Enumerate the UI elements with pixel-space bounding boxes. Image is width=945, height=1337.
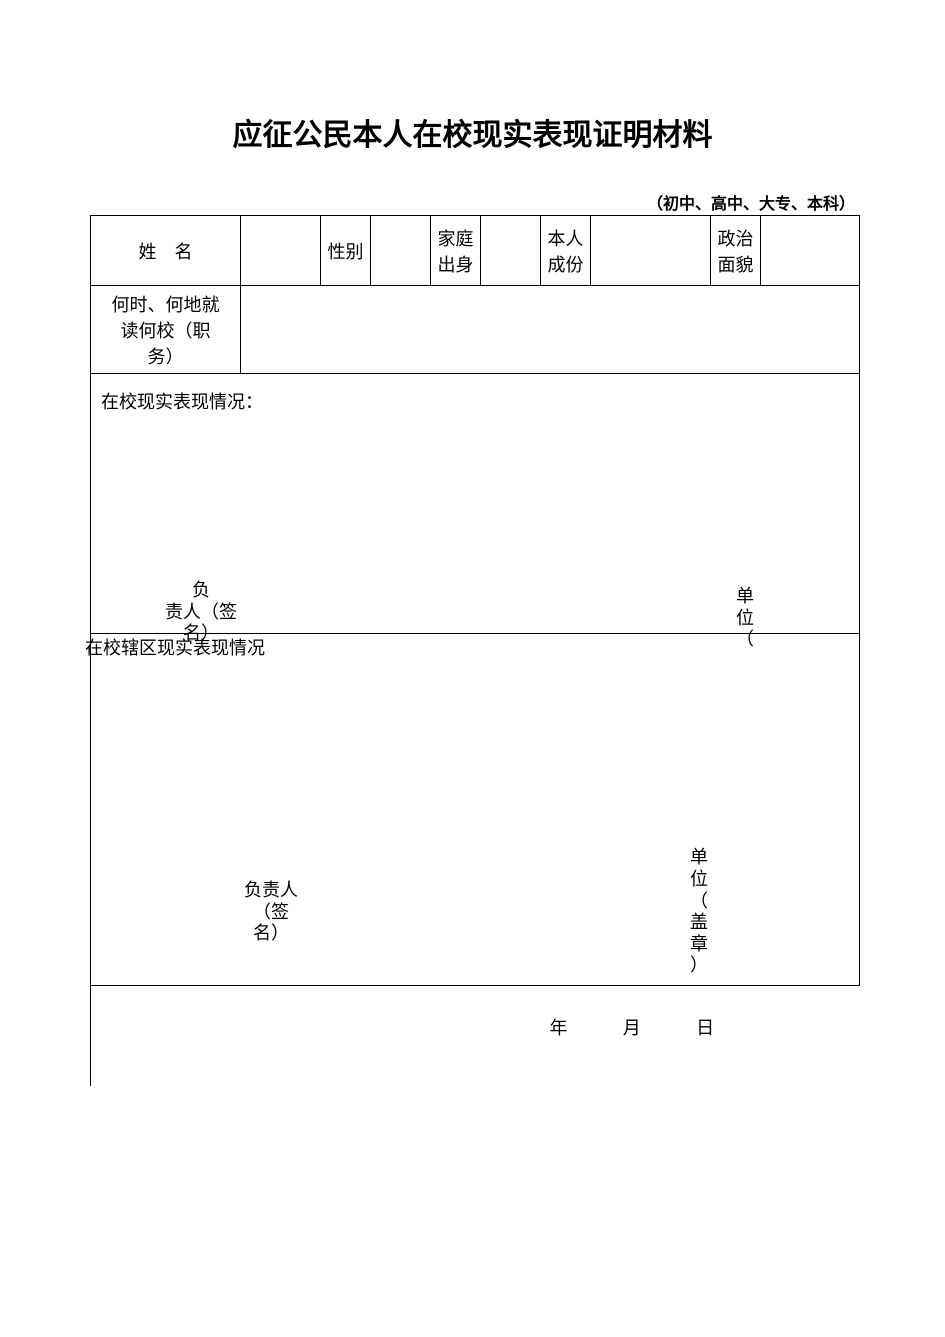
- personal-status-label-l2: 成份: [548, 255, 584, 275]
- when-where-l2: 读何校（职: [121, 321, 211, 341]
- when-where-label: 何时、何地就 读何校（职 务）: [91, 286, 241, 374]
- year-label: 年: [549, 1018, 572, 1038]
- personal-status-value[interactable]: [591, 216, 711, 286]
- sp2-sig-l2: （签: [253, 902, 289, 922]
- gender-label: 性别: [321, 216, 371, 286]
- day-label: 日: [696, 1018, 719, 1038]
- sp2-sig-l1: 负责人: [244, 880, 298, 900]
- education-level-note: （初中、高中、大专、本科）: [647, 190, 855, 214]
- responsible-person-sign-2: 负责人 （签 名）: [221, 880, 321, 945]
- family-origin-label-l2: 出身: [438, 255, 474, 275]
- date-row: 年 月 日: [91, 986, 860, 1086]
- family-origin-label-l1: 家庭: [438, 229, 474, 249]
- political-label-l1: 政治: [718, 229, 754, 249]
- unit-seal-2: 单 位 （ 盖 章 ）: [689, 847, 709, 977]
- personal-status-label: 本人 成份: [541, 216, 591, 286]
- sp2-unit-l4: 盖: [690, 912, 708, 932]
- sp1-sig-l2: 责人（签: [165, 602, 237, 622]
- when-where-l3: 务）: [148, 347, 184, 367]
- family-origin-label: 家庭 出身: [431, 216, 481, 286]
- sp2-unit-l3: （: [690, 891, 708, 911]
- school-info-row: 何时、何地就 读何校（职 务）: [91, 286, 860, 374]
- when-where-l1: 何时、何地就: [112, 295, 220, 315]
- page-title: 应征公民本人在校现实表现证明材料: [0, 110, 945, 154]
- district-performance-section[interactable]: 在校辖区现实表现情况 负责人 （签 名） 单 位 （ 盖 章 ）: [91, 634, 860, 986]
- gender-value[interactable]: [371, 216, 431, 286]
- date-cell: 年 月 日: [91, 986, 860, 1086]
- sp2-unit-l6: ）: [690, 955, 708, 975]
- date-wrap: 年 月 日: [91, 986, 860, 1086]
- personal-info-row: 姓 名 性别 家庭 出身 本人 成份 政治 面貌: [91, 216, 860, 286]
- month-label: 月: [623, 1018, 646, 1038]
- district-performance-header: 在校辖区现实表现情况: [85, 634, 265, 660]
- name-label: 姓 名: [91, 216, 241, 286]
- school-performance-section[interactable]: 在校现实表现情况： 负 责人（签 名） 单 位 （: [91, 374, 860, 634]
- political-value[interactable]: [761, 216, 860, 286]
- sp2-unit-l5: 章: [690, 934, 708, 954]
- sp1-unit-l1: 单: [736, 586, 754, 606]
- sp2-unit-l2: 位: [690, 869, 708, 889]
- name-value[interactable]: [241, 216, 321, 286]
- sp1-unit-l2: 位: [736, 608, 754, 628]
- sp2-unit-l1: 单: [690, 847, 708, 867]
- political-label-l2: 面貌: [718, 255, 754, 275]
- family-origin-value[interactable]: [481, 216, 541, 286]
- school-performance-header: 在校现实表现情况：: [101, 388, 849, 414]
- sp2-sig-l3: 名）: [253, 923, 289, 943]
- when-where-value[interactable]: [241, 286, 860, 374]
- date-text: 年 月 日: [529, 1014, 739, 1040]
- sp1-sig-l1: 负: [192, 580, 210, 600]
- name-label-text: 姓 名: [139, 242, 193, 262]
- personal-status-label-l1: 本人: [548, 229, 584, 249]
- form-table: 姓 名 性别 家庭 出身 本人 成份 政治 面貌 何时、何地就 读何校（职 务）: [90, 215, 860, 1086]
- school-performance-row: 在校现实表现情况： 负 责人（签 名） 单 位 （: [91, 374, 860, 634]
- district-performance-row: 在校辖区现实表现情况 负责人 （签 名） 单 位 （ 盖 章 ）: [91, 634, 860, 986]
- political-label: 政治 面貌: [711, 216, 761, 286]
